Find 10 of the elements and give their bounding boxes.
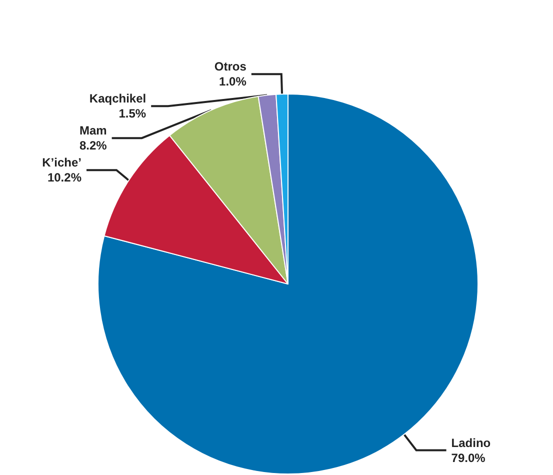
data-label: 79.0% [451, 450, 486, 465]
data-label: 10.2% [47, 170, 82, 185]
slice-label: Ladino [451, 436, 491, 450]
data-label: 1.5% [118, 106, 146, 121]
slice-label: Kaqchikel [89, 92, 146, 106]
data-label: 8.2% [79, 138, 108, 153]
slice-label: Otros [214, 60, 247, 74]
slice-label: Mam [79, 124, 107, 138]
data-label: 1.0% [219, 74, 247, 89]
slice-label: K’iche’ [42, 156, 82, 170]
